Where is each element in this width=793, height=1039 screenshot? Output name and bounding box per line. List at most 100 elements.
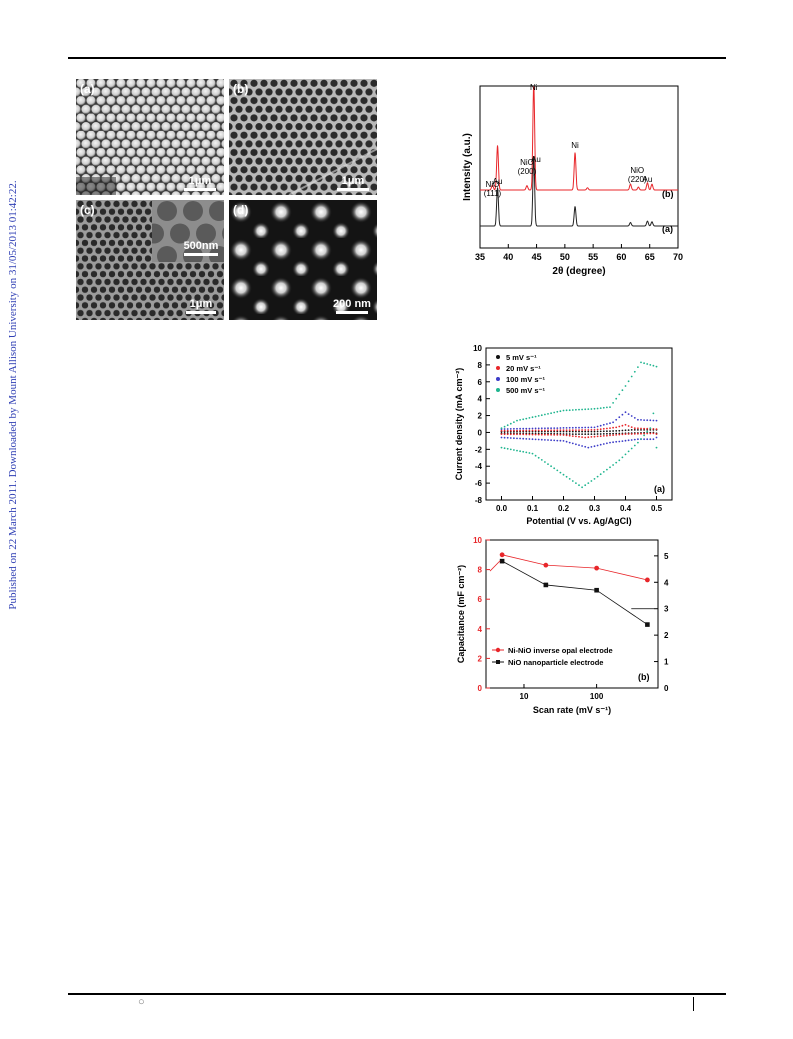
cv-point [513, 433, 515, 436]
cap-xlabel: Scan rate (mV s⁻¹) [533, 705, 611, 715]
cv-point [531, 452, 534, 455]
cv-point [615, 430, 618, 432]
scale-label-d: 200 nm [333, 298, 371, 310]
cv-point [522, 429, 525, 432]
cv-point [503, 436, 506, 439]
cv-ytick-label: 0 [478, 428, 483, 437]
cv-point [522, 437, 525, 440]
xrd-ylabel: Intensity (a.u.) [462, 133, 473, 201]
cv-point [522, 427, 525, 430]
cv-point [528, 427, 531, 430]
cv-point [534, 429, 537, 432]
cap-ytick-label: 6 [478, 595, 483, 604]
cv-point [627, 425, 630, 427]
cv-point [606, 406, 608, 409]
cv-point [593, 433, 596, 435]
cv-point [618, 416, 621, 419]
scale-bar-b: 1μm [333, 175, 373, 191]
cv-point [587, 446, 590, 449]
sem-image-b [229, 79, 377, 195]
cv-point [553, 467, 556, 470]
cv-ytick-label: -4 [475, 462, 483, 471]
cv-point [584, 436, 587, 439]
xrd-annotation: Au [493, 177, 503, 186]
cv-point [578, 426, 580, 429]
watermark-text: Published on 22 March 2011. Downloaded b… [7, 180, 19, 610]
cv-point [556, 410, 559, 413]
cv-point [516, 449, 518, 452]
cv-point [637, 438, 639, 441]
cap-y2tick-label: 5 [664, 552, 669, 561]
xrd-curve-label-b: (b) [662, 189, 674, 199]
cv-point [621, 433, 624, 436]
cv-point [540, 438, 543, 441]
cv-point [544, 429, 546, 432]
cv-point [506, 429, 509, 432]
cv-point [506, 428, 509, 430]
xrd-xlabel: 2θ (degree) [552, 266, 605, 277]
cv-point [575, 429, 577, 431]
inset-scale-bar-c: 500nm [178, 240, 224, 256]
cv-point [550, 412, 552, 415]
cv-point [537, 429, 540, 432]
cv-point [652, 438, 655, 441]
cv-point [503, 428, 506, 430]
cv-point [602, 443, 605, 445]
cv-point [643, 419, 645, 421]
cv-point [627, 439, 630, 442]
cv-point [531, 438, 534, 441]
cap-point [499, 558, 505, 564]
cv-point [590, 429, 593, 431]
cv-point [540, 414, 543, 417]
cv-point [553, 439, 556, 442]
cv-point [528, 438, 531, 440]
cv-point [565, 440, 568, 443]
cv-point [537, 438, 540, 441]
cap-point [594, 565, 600, 571]
cv-point [587, 408, 590, 410]
cv-point [519, 429, 521, 432]
cv-point [612, 432, 614, 435]
cv-point [637, 429, 639, 431]
cv-point [612, 430, 614, 432]
xrd-annotation: NiO (220) [628, 166, 647, 184]
cv-point [581, 430, 583, 433]
cv-point [624, 429, 627, 432]
cv-point [568, 441, 571, 444]
cv-point [553, 434, 556, 436]
cv-point [615, 440, 618, 443]
cv-point [615, 418, 618, 421]
cap-y2tick-label: 4 [664, 578, 669, 587]
cap-left-axis-arrow [489, 560, 501, 572]
cv-point [643, 434, 645, 437]
cv-ylabel: Current density (mA cm⁻²) [454, 368, 464, 480]
cv-point [509, 422, 512, 425]
cv-point [568, 409, 571, 412]
xrd-series-0 [480, 155, 678, 227]
cv-point [587, 429, 590, 431]
sem-label-c: (c) [80, 203, 95, 217]
cv-point [627, 450, 630, 453]
cv-point [612, 421, 614, 424]
cv-point [618, 429, 621, 432]
cv-point [615, 426, 618, 429]
cv-plot-frame [485, 347, 673, 501]
cv-point [559, 439, 562, 442]
cv-point [609, 427, 611, 429]
cv-point [618, 440, 621, 443]
cv-point [643, 432, 645, 435]
cv-point [587, 436, 590, 439]
cv-point [581, 426, 583, 429]
cv-point [506, 424, 509, 427]
cv-point [553, 427, 556, 429]
cv-point [630, 447, 633, 450]
cap-xtick-label: 100 [590, 692, 604, 701]
footer-divider [693, 997, 694, 1011]
cv-point [571, 430, 574, 433]
cv-point [568, 430, 571, 433]
cv-ytick-label: -2 [475, 445, 483, 454]
cv-point [559, 427, 562, 429]
cv-point [630, 429, 633, 431]
cv-point [606, 468, 608, 471]
cv-ytick-label: -6 [475, 479, 483, 488]
